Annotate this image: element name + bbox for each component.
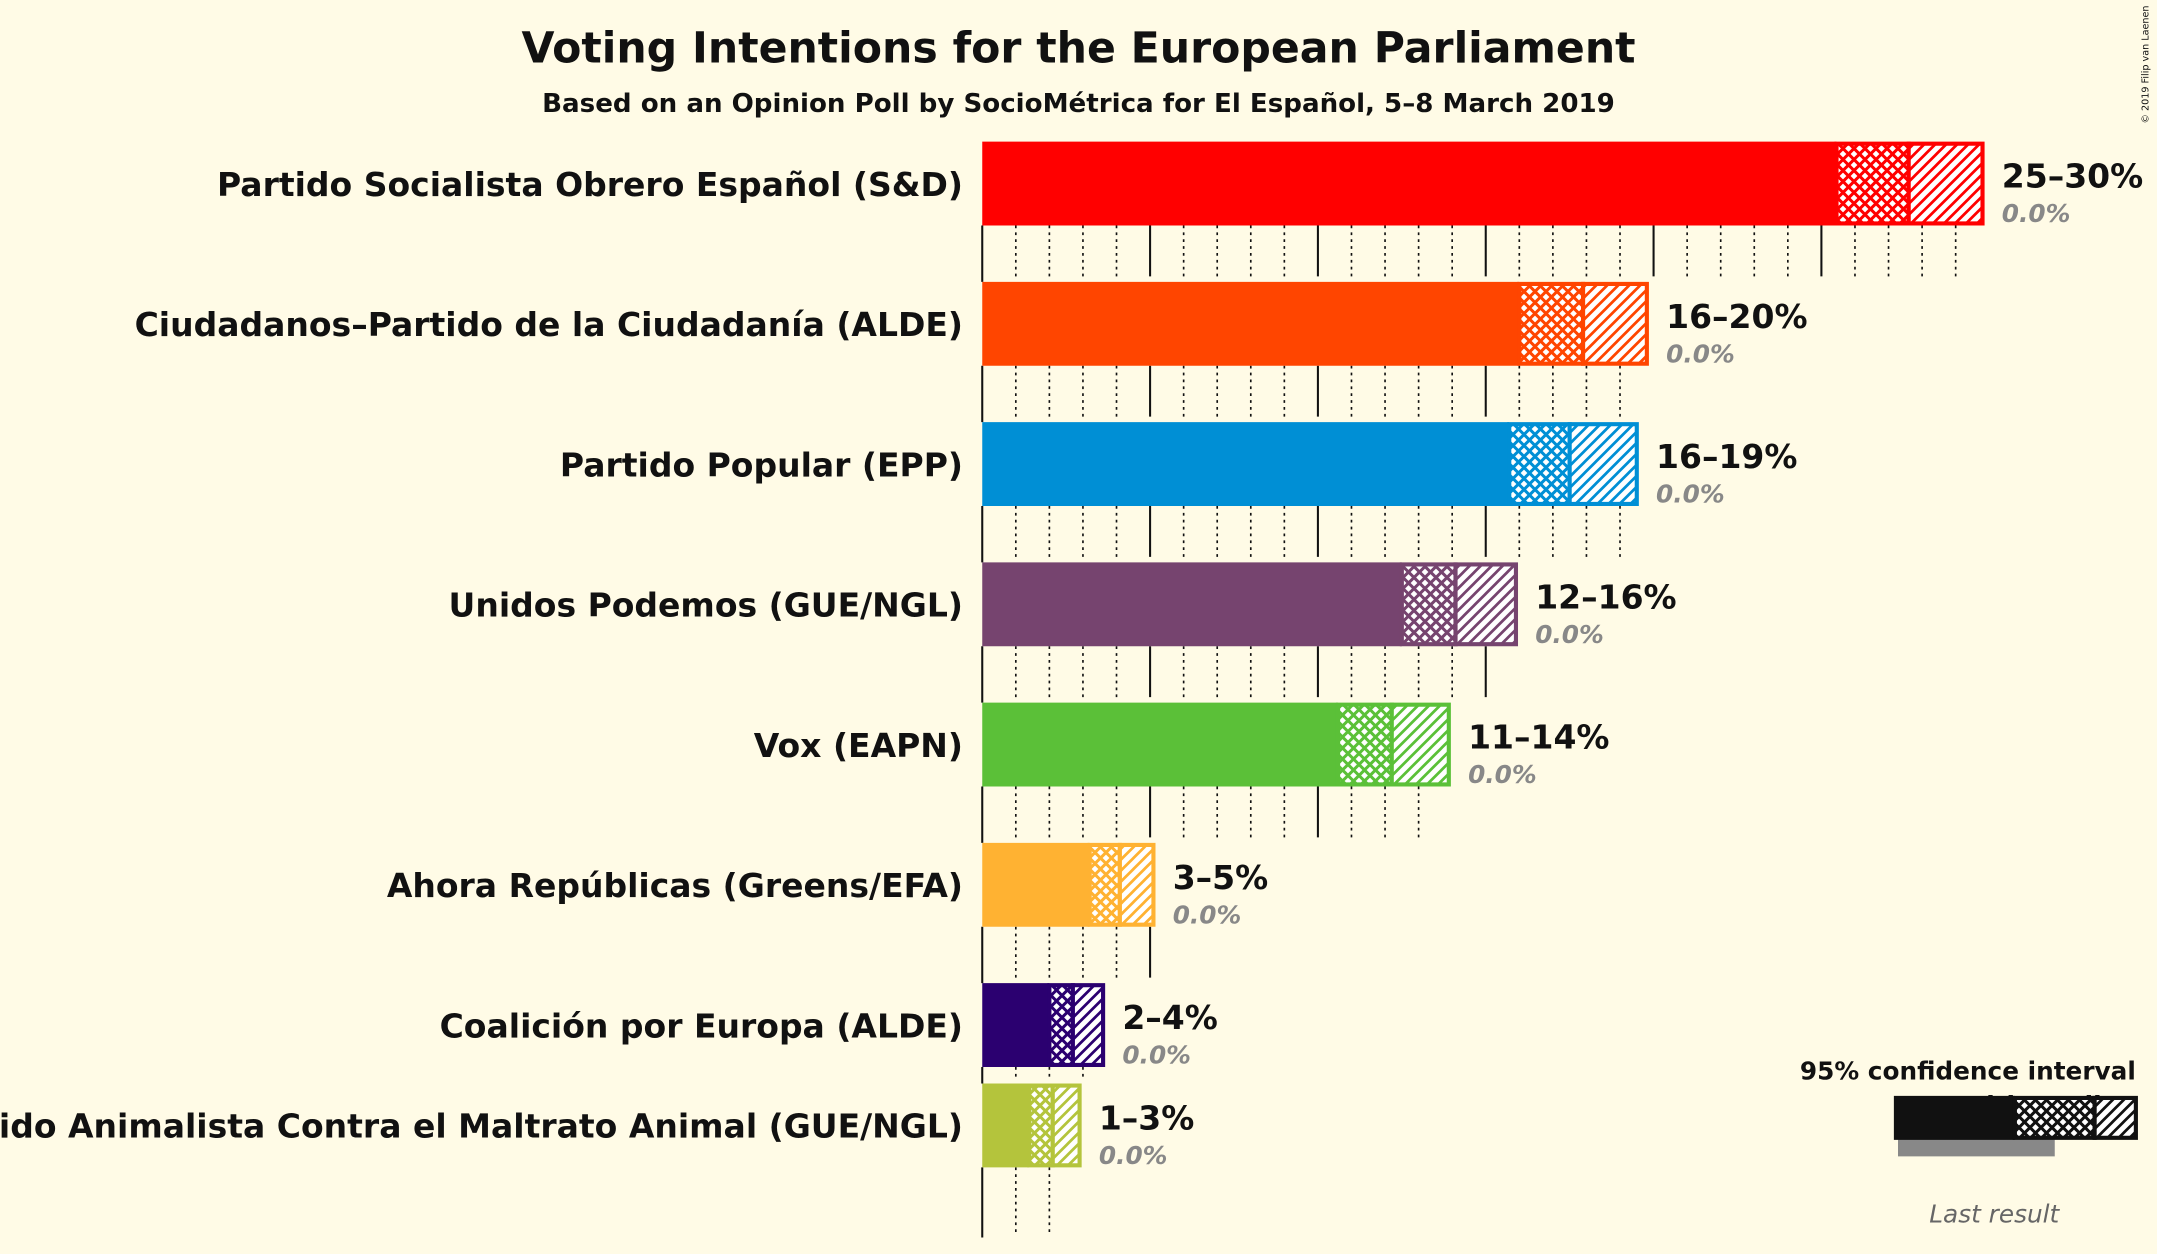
bar-solid [982,281,1520,366]
bar-upper-interval [1906,141,1985,226]
range-label: 25–30% [2002,157,2143,196]
category-label: Partido Animalista Contra el Maltrato An… [0,1107,963,1146]
category-label: Vox (EAPN) [754,726,963,765]
bar-lower-interval [1087,842,1122,927]
bar-lower-interval [1027,1083,1055,1168]
last-result-label: 0.0% [2002,199,2071,228]
bar-upper-interval [1050,1083,1082,1168]
bar-upper-interval [1453,562,1519,647]
last-result-label: 0.0% [1666,339,1735,368]
legend-text: 95% confidence interval [1800,1057,2136,1086]
last-result-label: 0.0% [1099,1141,1168,1170]
range-label: 16–20% [1666,297,1807,336]
bar-solid [982,562,1402,647]
range-label: 3–5% [1173,858,1269,897]
bar-solid [982,141,1837,226]
category-label: Partido Popular (EPP) [560,445,963,484]
bar-lower-interval [1399,562,1458,647]
bar-solid [982,702,1339,787]
category-label: Unidos Podemos (GUE/NGL) [449,586,963,625]
bar-lower-interval [1335,702,1394,787]
legend-cross [2012,1095,2097,1140]
bar-lower-interval [1507,422,1572,506]
bar-lower-interval [1047,983,1075,1067]
legend-solid [1893,1095,2015,1140]
range-label: 11–14% [1468,718,1609,757]
chart-title: Voting Intentions for the European Parli… [521,23,1635,73]
range-label: 2–4% [1122,998,1218,1037]
legend-last-result [1898,1135,2055,1157]
category-label: Partido Socialista Obrero Español (S&D) [217,165,963,204]
last-result-label: 0.0% [1656,480,1725,509]
bar-upper-interval [1070,983,1106,1067]
bar-solid [982,1083,1030,1168]
category-label: Coalición por Europa (ALDE) [440,1006,963,1045]
range-label: 12–16% [1535,577,1676,616]
range-label: 16–19% [1656,437,1797,476]
range-label: 1–3% [1099,1098,1195,1137]
last-result-label: 0.0% [1535,620,1604,649]
last-result-label: 0.0% [1468,760,1537,789]
legend-text: Last result [1929,1200,2060,1229]
bar-upper-interval [1581,281,1649,366]
last-result-label: 0.0% [1173,900,1242,929]
last-result-label: 0.0% [1122,1041,1191,1070]
credit: © 2019 Filip van Laenen [2141,6,2152,124]
category-label: Ahora Repúblicas (Greens/EFA) [387,866,963,905]
chart-subtitle: Based on an Opinion Poll by SocioMétrica… [542,89,1615,119]
bar-lower-interval [1834,141,1911,226]
bar-upper-interval [1567,422,1639,506]
bar-lower-interval [1517,281,1586,366]
bar-solid [982,983,1050,1067]
bar-upper-interval [1389,702,1451,787]
category-label: Ciudadanos–Partido de la Ciudadanía (ALD… [135,305,963,344]
bar-solid [982,422,1510,506]
legend-diag [2092,1095,2138,1140]
bar-solid [982,842,1090,927]
bar-upper-interval [1117,842,1156,927]
